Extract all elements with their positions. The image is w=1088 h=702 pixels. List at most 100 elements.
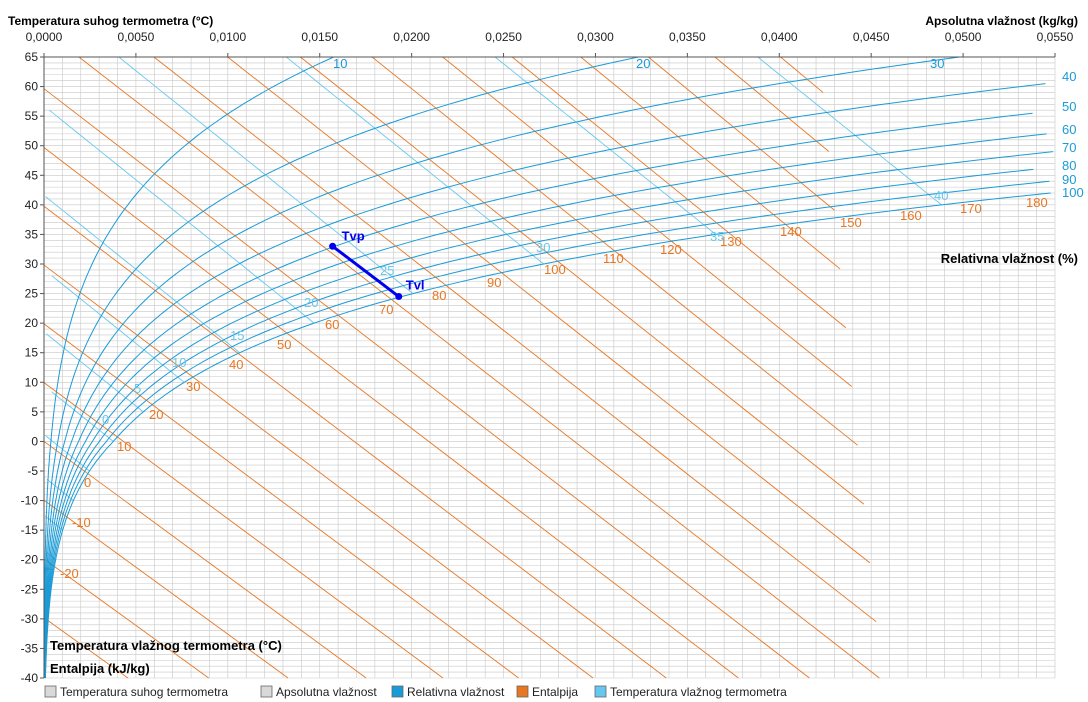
y-tick-label: 45 xyxy=(25,168,39,182)
y-tick-label: -30 xyxy=(21,612,39,626)
enthalpy-lines xyxy=(43,56,880,679)
enthalpy-label: 10 xyxy=(117,439,131,454)
y-tick-label: -40 xyxy=(21,671,39,685)
y-tick-label: -35 xyxy=(21,641,39,655)
y-tick-label: 25 xyxy=(25,287,39,301)
wet-bulb-label: 40 xyxy=(934,188,948,203)
rh-label: 100 xyxy=(1062,185,1084,200)
enthalpy-line xyxy=(648,56,835,211)
process-end-point xyxy=(395,293,403,301)
y-tick-label: -25 xyxy=(21,582,39,596)
y-tick-label: 30 xyxy=(25,257,39,271)
x-tick-label: 0,0050 xyxy=(118,30,155,44)
rel-humidity-title: Relativna vlažnost (%) xyxy=(941,251,1078,266)
enthalpy-line xyxy=(43,499,289,679)
y-tick-label: 55 xyxy=(25,109,39,123)
relative-humidity-curves xyxy=(43,56,1053,679)
enthalpy-line xyxy=(43,617,129,679)
y-tick-label: 60 xyxy=(25,80,39,94)
y-tick-label: -5 xyxy=(27,464,38,478)
x-tick-label: 0,0250 xyxy=(485,30,522,44)
x-tick-label: 0,0100 xyxy=(209,30,246,44)
abs-humidity-axis-title: Apsolutna vlažnost (kg/kg) xyxy=(925,14,1078,28)
rh-label: 90 xyxy=(1062,172,1076,187)
enthalpy-label: 40 xyxy=(229,357,243,372)
wet-bulb-line xyxy=(494,56,716,235)
legend-swatch xyxy=(260,685,273,698)
legend-label: Entalpija xyxy=(532,685,578,699)
y-tick-label: 50 xyxy=(25,139,39,153)
enthalpy-label: 110 xyxy=(603,251,624,266)
enthalpy-label: 130 xyxy=(720,234,742,249)
y-tick-label: 5 xyxy=(31,405,38,419)
wet-bulb-label: 5 xyxy=(134,381,141,396)
enthalpy-label: 170 xyxy=(960,201,982,216)
rh-label: 50 xyxy=(1062,99,1076,114)
line-labels: 10 20 30405060708090100-20-100102030405060… xyxy=(60,56,1084,581)
enthalpy-line xyxy=(153,56,877,623)
legend-label: Temperatura suhog termometra xyxy=(60,685,228,699)
legend: Temperatura suhog termometra Apsolutna vl… xyxy=(44,685,787,699)
process-end-label: Tvl xyxy=(406,278,425,293)
legend-swatch xyxy=(594,685,607,698)
enthalpy-label: 20 xyxy=(149,407,163,422)
rh-label: 20 xyxy=(636,56,650,71)
y-tick-label: -15 xyxy=(21,523,39,537)
enthalpy-label: 150 xyxy=(840,215,862,230)
grid xyxy=(43,56,1056,679)
dry-bulb-axis-title: Temperatura suhog termometra (°C) xyxy=(8,14,213,28)
y-tick-label: 0 xyxy=(31,434,38,448)
enthalpy-label: -10 xyxy=(72,515,91,530)
rh-curve xyxy=(44,133,1047,678)
enthalpy-line xyxy=(43,88,810,679)
rh-label: 80 xyxy=(1062,158,1076,173)
y-tick-label: 65 xyxy=(25,50,39,64)
wet-bulb-label: 30 xyxy=(536,240,550,255)
enthalpy-line xyxy=(780,56,824,93)
enthalpy-line xyxy=(43,147,739,679)
rh-label: 30 xyxy=(930,56,944,71)
enthalpy-line xyxy=(78,56,880,679)
wet-bulb-label: 10 xyxy=(172,355,186,370)
enthalpy-line xyxy=(714,56,829,152)
enthalpy-label: 100 xyxy=(544,262,566,277)
x-tick-label: 0,0350 xyxy=(669,30,706,44)
rh-curve xyxy=(43,56,960,679)
enthalpy-label: 180 xyxy=(1026,195,1048,210)
rh-curve xyxy=(44,151,1053,679)
enthalpy-line xyxy=(43,558,209,679)
wet-bulb-lines xyxy=(44,56,942,561)
x-tick-label: 0,0200 xyxy=(393,30,430,44)
enthalpy-label: 70 xyxy=(379,302,393,317)
wet-bulb-label: 25 xyxy=(380,263,394,278)
y-tick-label: 15 xyxy=(25,346,39,360)
rh-curve xyxy=(43,56,334,679)
enthalpy-line xyxy=(580,56,841,270)
enthalpy-label: 50 xyxy=(277,337,291,352)
rh-label: 10 xyxy=(333,56,347,71)
wet-bulb-label: 15 xyxy=(230,328,244,343)
legend-label: Temperatura vlažnog termometra xyxy=(610,685,787,699)
wet-bulb-title: Temperatura vlažnog termometra (°C) xyxy=(50,638,282,653)
legend-swatch xyxy=(516,685,529,698)
wet-bulb-label: 35 xyxy=(710,229,724,244)
legend-label: Relativna vlažnost xyxy=(407,685,505,699)
rh-curve xyxy=(43,56,639,678)
enthalpy-line xyxy=(43,264,594,679)
enthalpy-label: 160 xyxy=(900,208,922,223)
rh-curve xyxy=(44,112,1033,679)
enthalpy-label: 90 xyxy=(487,275,501,290)
enthalpy-line xyxy=(227,56,871,564)
wet-bulb-line xyxy=(286,56,544,265)
process-start-point xyxy=(329,242,337,250)
legend-swatch xyxy=(44,685,57,698)
process-start-label: Tvp xyxy=(342,228,365,243)
rh-label: 70 xyxy=(1062,140,1076,155)
enthalpy-label: 140 xyxy=(780,224,802,239)
wet-bulb-line xyxy=(49,109,315,324)
x-tick-label: 0,0450 xyxy=(853,30,890,44)
x-tick-label: 0,0500 xyxy=(945,30,982,44)
wet-bulb-label: 20 xyxy=(304,295,318,310)
y-tick-label: 40 xyxy=(25,198,39,212)
